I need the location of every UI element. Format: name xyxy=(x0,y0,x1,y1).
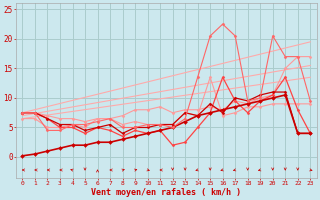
X-axis label: Vent moyen/en rafales ( km/h ): Vent moyen/en rafales ( km/h ) xyxy=(92,188,241,197)
